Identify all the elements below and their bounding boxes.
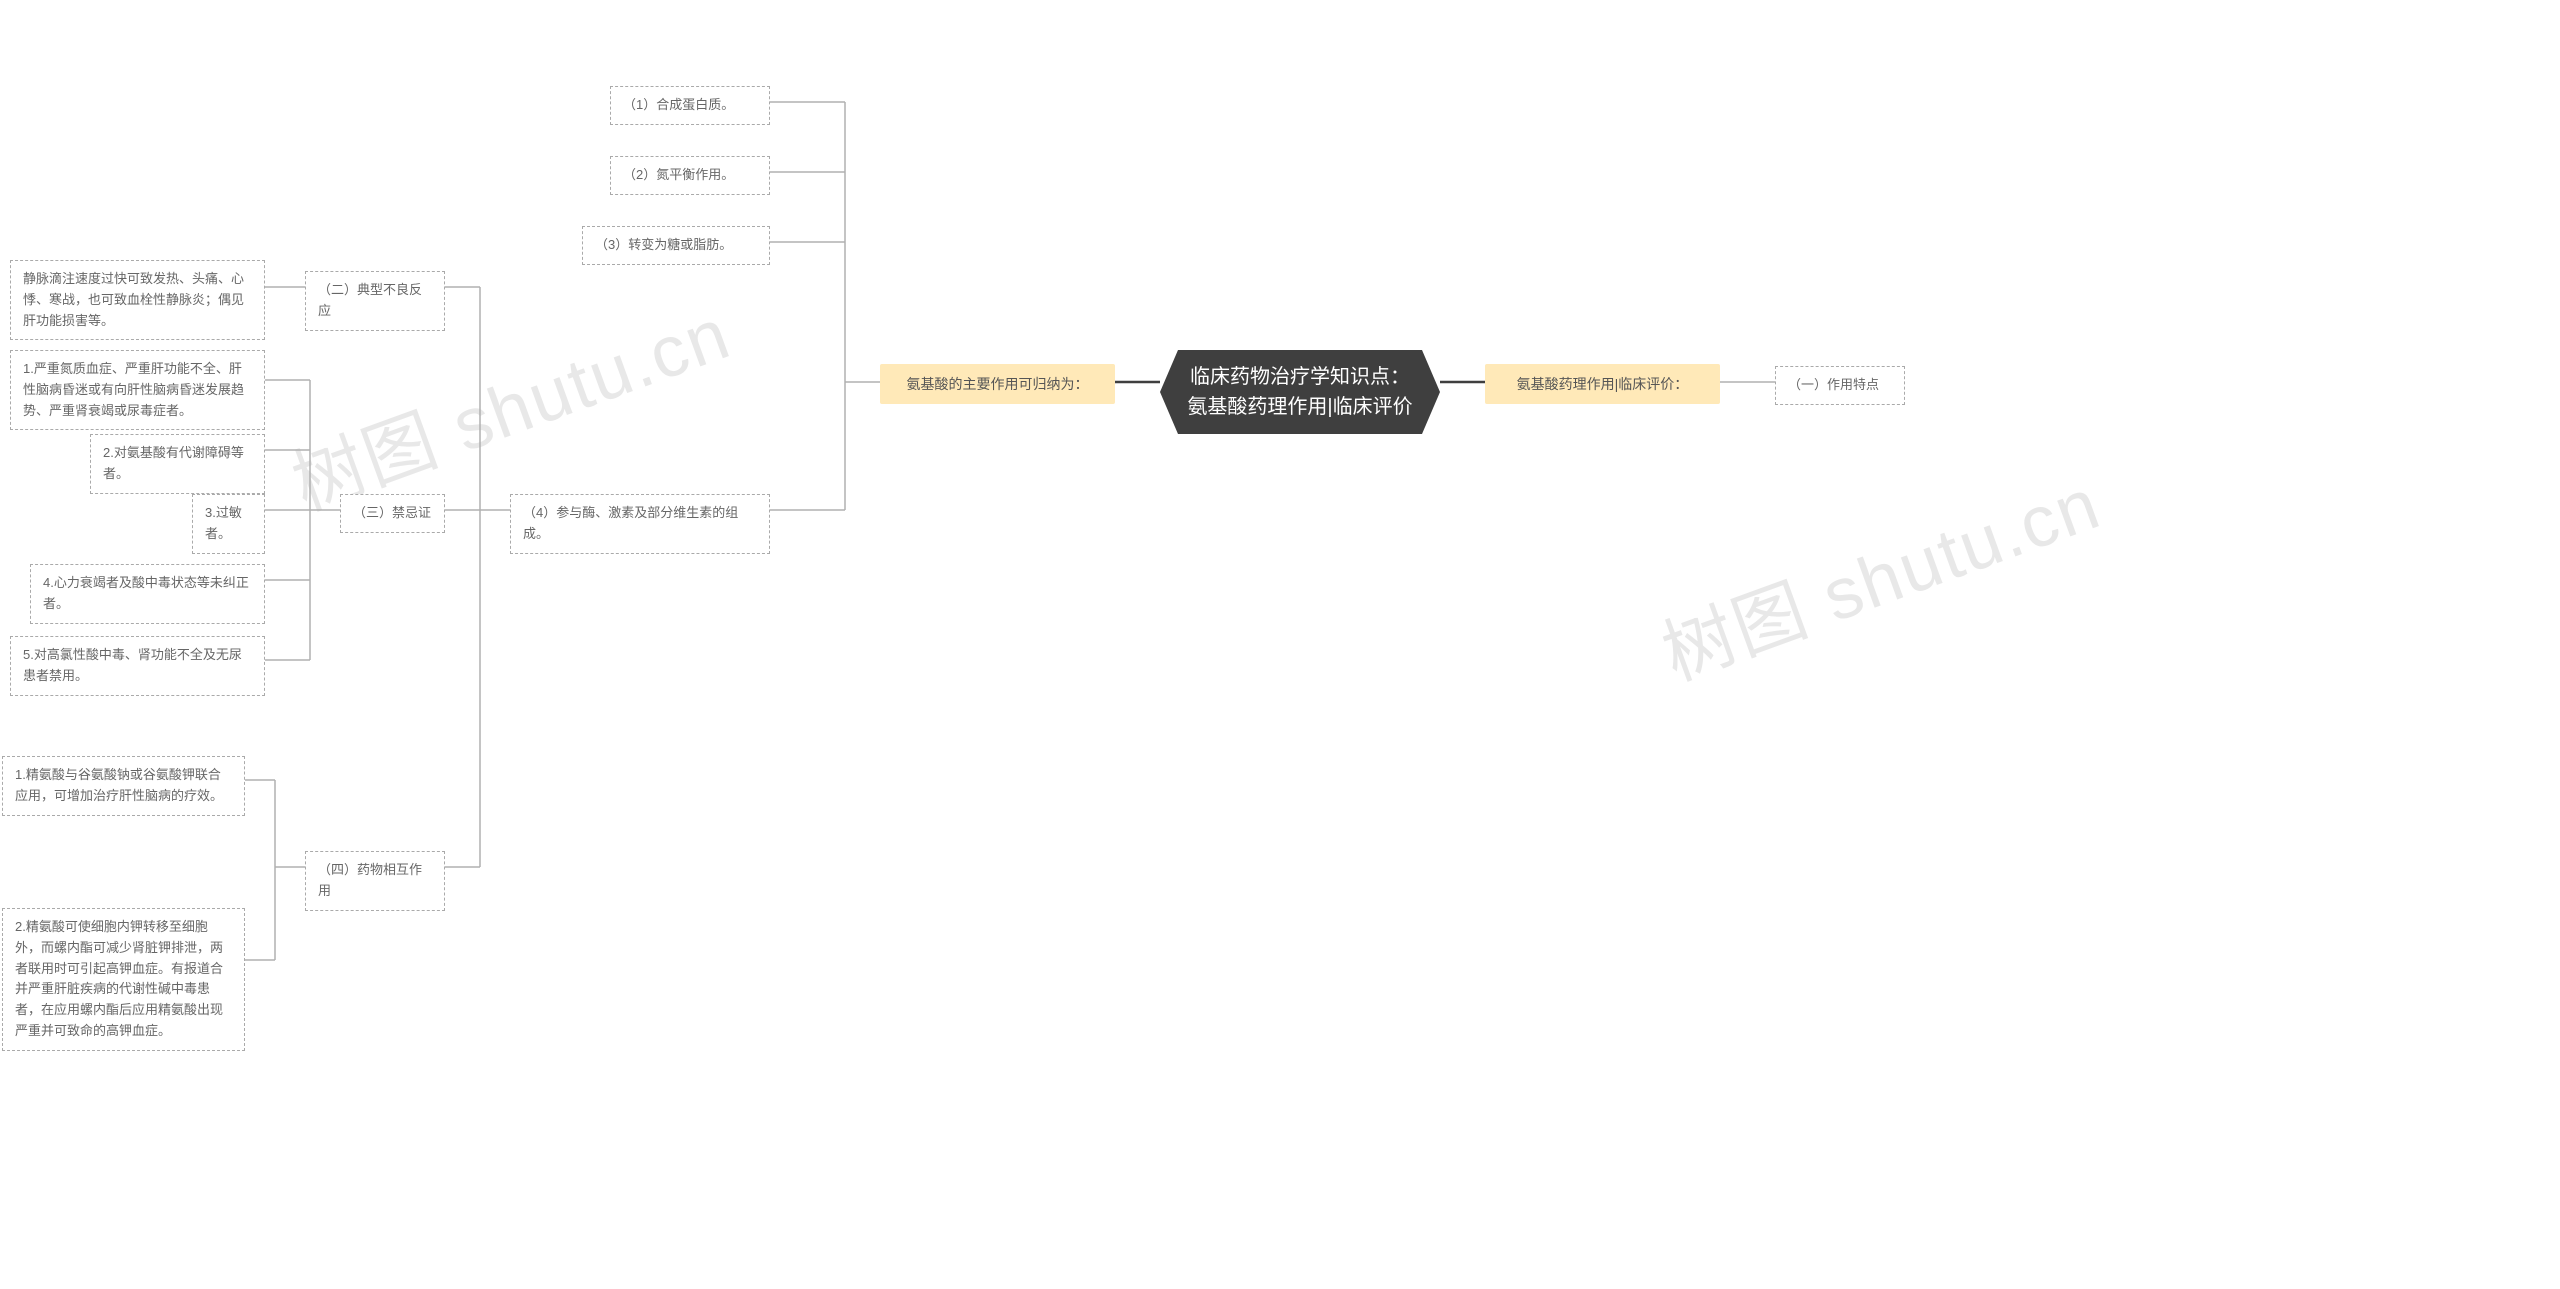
- left-branch-label: 氨基酸的主要作用可归纳为：: [907, 374, 1089, 394]
- section-4-item-2: 2.精氨酸可使细胞内钾转移至细胞外，而螺内酯可减少肾脏钾排泄，两者联用时可引起高…: [2, 908, 245, 1051]
- connector-layer: [0, 0, 2560, 1289]
- section-4-item-1: 1.精氨酸与谷氨酸钠或谷氨酸钾联合应用，可增加治疗肝性脑病的疗效。: [2, 756, 245, 816]
- right-branch: 氨基酸药理作用|临床评价：: [1485, 364, 1720, 404]
- left-child-1: （1）合成蛋白质。: [610, 86, 770, 125]
- left-child-3: （3）转变为糖或脂肪。: [582, 226, 770, 265]
- root-node: 临床药物治疗学知识点： 氨基酸药理作用|临床评价: [1160, 350, 1440, 434]
- section-3-item-3: 3.过敏者。: [192, 494, 265, 554]
- section-4: （四）药物相互作用: [305, 851, 445, 911]
- left-branch: 氨基酸的主要作用可归纳为：: [880, 364, 1115, 404]
- left-child-2: （2）氮平衡作用。: [610, 156, 770, 195]
- section-3: （三）禁忌证: [340, 494, 445, 533]
- section-3-item-2: 2.对氨基酸有代谢障碍等者。: [90, 434, 265, 494]
- right-branch-label: 氨基酸药理作用|临床评价：: [1517, 374, 1689, 394]
- right-branch-child: （一）作用特点: [1775, 366, 1905, 405]
- section-3-item-1: 1.严重氮质血症、严重肝功能不全、肝性脑病昏迷或有向肝性脑病昏迷发展趋势、严重肾…: [10, 350, 265, 430]
- section-3-item-4: 4.心力衰竭者及酸中毒状态等未纠正者。: [30, 564, 265, 624]
- root-line1: 临床药物治疗学知识点：: [1190, 366, 1410, 388]
- root-line2: 氨基酸药理作用|临床评价: [1187, 396, 1412, 418]
- left-child-4: （4）参与酶、激素及部分维生素的组成。: [510, 494, 770, 554]
- section-2: （二）典型不良反应: [305, 271, 445, 331]
- section-2-item-1: 静脉滴注速度过快可致发热、头痛、心悸、寒战，也可致血栓性静脉炎；偶见肝功能损害等…: [10, 260, 265, 340]
- watermark: 树图 shutu.cn: [1646, 445, 2112, 700]
- section-3-item-5: 5.对高氯性酸中毒、肾功能不全及无尿患者禁用。: [10, 636, 265, 696]
